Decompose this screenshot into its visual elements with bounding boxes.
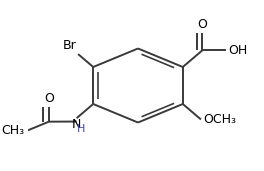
Text: OH: OH <box>228 44 248 57</box>
Text: OCH₃: OCH₃ <box>203 113 236 126</box>
Text: H: H <box>77 124 86 134</box>
Text: N: N <box>72 118 81 131</box>
Text: Br: Br <box>63 40 77 52</box>
Text: O: O <box>44 92 54 105</box>
Text: CH₃: CH₃ <box>1 124 24 137</box>
Text: O: O <box>197 18 208 31</box>
